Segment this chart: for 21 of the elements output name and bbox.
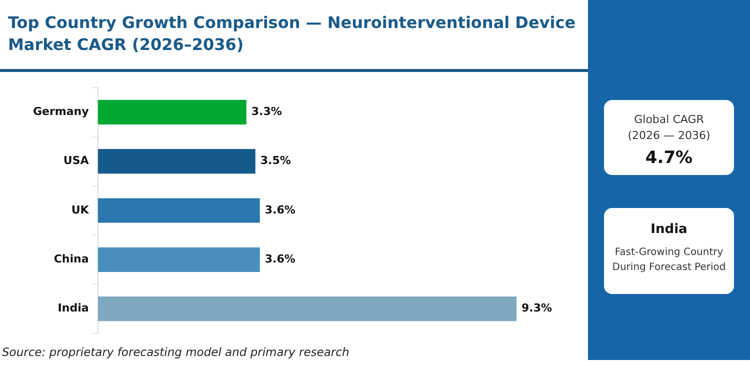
bar	[98, 296, 516, 322]
y-tick-label: India	[58, 302, 89, 315]
y-tick-label: China	[54, 252, 89, 266]
data-label: 3.5%	[260, 154, 291, 168]
bar	[98, 100, 246, 124]
bar	[98, 198, 260, 223]
y-tick-label: UK	[71, 203, 90, 216]
bar	[98, 247, 260, 272]
data-label: 9.3%	[521, 302, 552, 315]
bar	[98, 149, 256, 174]
y-tick-label: Germany	[32, 105, 89, 118]
y-tick-label: USA	[63, 154, 90, 168]
text: India	[650, 222, 688, 237]
source-note: Source: proprietary forecasting model and primary research	[2, 345, 350, 359]
data-label: 3.3%	[251, 105, 282, 118]
text: Global CAGR (2026 — 2036)	[626, 112, 712, 144]
text: Fast-Growing Country During Forecast Period	[611, 246, 727, 275]
data-label: 3.6%	[264, 203, 296, 216]
chart-title: Top Country Growth Comparison — Neurointerventional Device Market CAGR (2026–2036)	[8, 12, 577, 56]
data-label: 3.6%	[264, 252, 296, 266]
text: 4.7%	[644, 148, 694, 168]
